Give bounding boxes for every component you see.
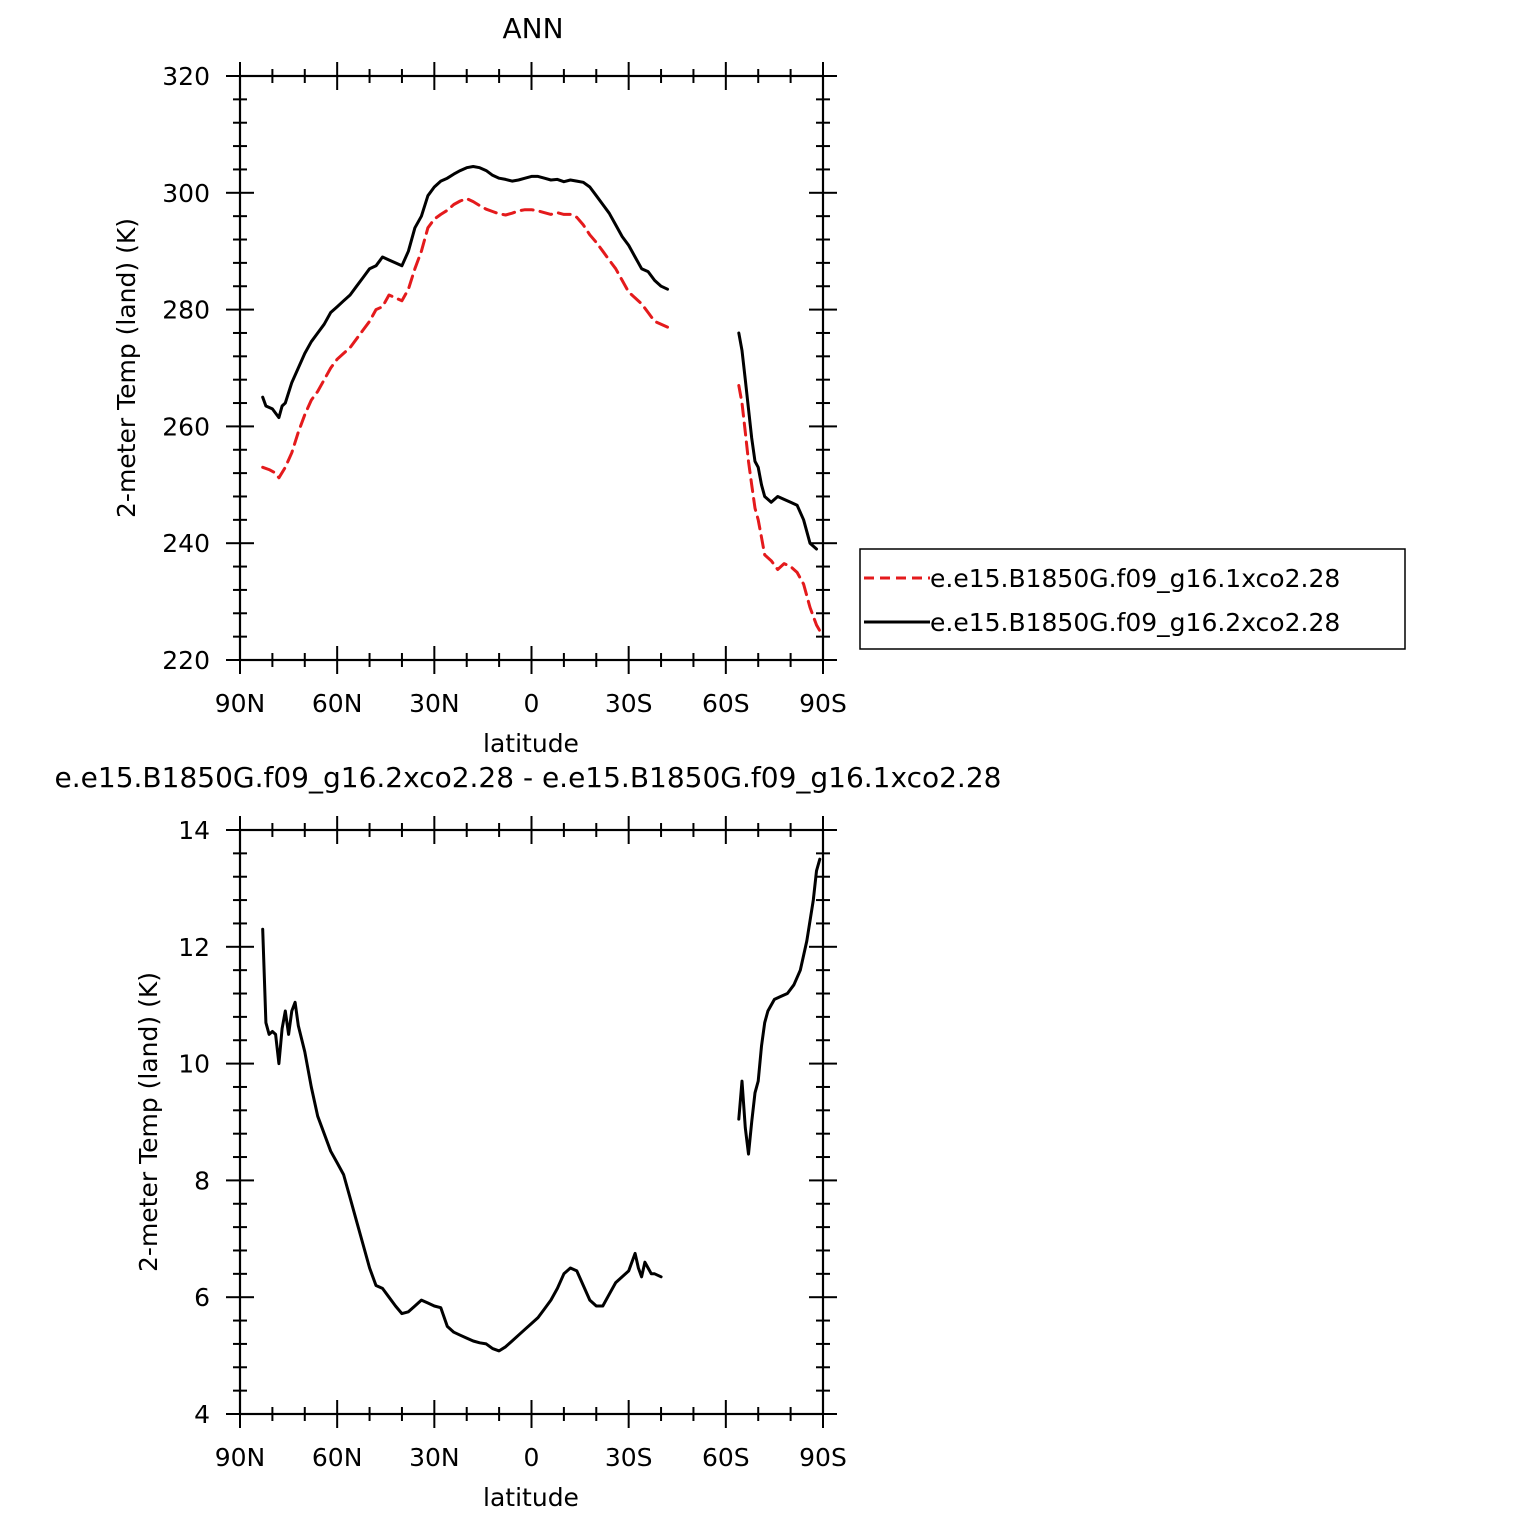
x-tick-label: 60S [702, 1443, 750, 1472]
x-tick-label: 0 [524, 689, 540, 718]
series-lines-bottom [261, 857, 822, 1353]
y-tick-label: 240 [162, 529, 210, 558]
legend-box [859, 548, 1406, 650]
y-tick-label: 4 [194, 1400, 210, 1429]
y-tick-label: 6 [194, 1283, 210, 1312]
y-tick-label: 260 [162, 412, 210, 441]
x-tick-label: 90N [215, 689, 266, 718]
plot-bottom: e.e15.B1850G.f09_g16.2xco2.28 - e.e15.B1… [55, 761, 1002, 1512]
y-tick-label: 12 [178, 933, 210, 962]
y-tick-label: 320 [162, 62, 210, 91]
legend-label-1xco2: e.e15.B1850G.f09_g16.1xco2.28 [930, 564, 1340, 593]
plot-top: ANN 90N 60N 30N 0 30S 60S 90S 220 240 260 280 300 32… [112, 12, 847, 758]
x-tick-label: 90N [215, 1443, 266, 1472]
series-0-segment-0 [261, 927, 663, 1353]
y-axis-label-bottom: 2-meter Temp (land) (K) [134, 972, 163, 1272]
series-0-segment-1 [737, 857, 822, 1156]
y-tick-label: 280 [162, 296, 210, 325]
x-tick-label: 90S [799, 1443, 847, 1472]
chart-title-top: ANN [502, 12, 563, 45]
plot-frame-top [238, 74, 825, 662]
y-tick-label: 14 [178, 816, 210, 845]
y-axis-label-top: 2-meter Temp (land) (K) [112, 218, 141, 518]
x-tick-label: 60S [702, 689, 750, 718]
x-axis-label-bottom: latitude [483, 1483, 579, 1512]
y-tick-label: 220 [162, 646, 210, 675]
y-tick-label: 8 [194, 1166, 210, 1195]
tick-labels-top: 90N 60N 30N 0 30S 60S 90S 220 240 260 280 300 320 [162, 62, 847, 718]
x-tick-label: 90S [799, 689, 847, 718]
legend-label-2xco2: e.e15.B1850G.f09_g16.2xco2.28 [930, 608, 1340, 637]
series-0-segment-1 [737, 384, 822, 633]
series-1-segment-0 [261, 165, 669, 420]
chart-title-bottom: e.e15.B1850G.f09_g16.2xco2.28 - e.e15.B1… [55, 761, 1002, 794]
series-lines-top [261, 165, 822, 633]
y-tick-label: 10 [178, 1050, 210, 1079]
x-tick-label: 30S [605, 689, 653, 718]
y-tick-label: 300 [162, 179, 210, 208]
tick-labels-bottom: 90N 60N 30N 0 30S 60S 90S 4 6 8 10 12 14 [178, 816, 847, 1472]
x-tick-label: 30S [605, 1443, 653, 1472]
x-tick-label: 60N [312, 689, 363, 718]
x-tick-label: 30N [409, 689, 460, 718]
x-tick-label: 0 [524, 1443, 540, 1472]
series-1-segment-1 [737, 331, 818, 551]
plot-frame-bottom [238, 828, 825, 1416]
x-axis-label-top: latitude [483, 729, 579, 758]
x-tick-label: 60N [312, 1443, 363, 1472]
ticks-top [226, 62, 837, 674]
legend: e.e15.B1850G.f09_g16.1xco2.28 e.e15.B185… [859, 548, 1406, 650]
ticks-bottom [226, 816, 837, 1428]
x-tick-label: 30N [409, 1443, 460, 1472]
series-0-segment-0 [261, 197, 669, 480]
